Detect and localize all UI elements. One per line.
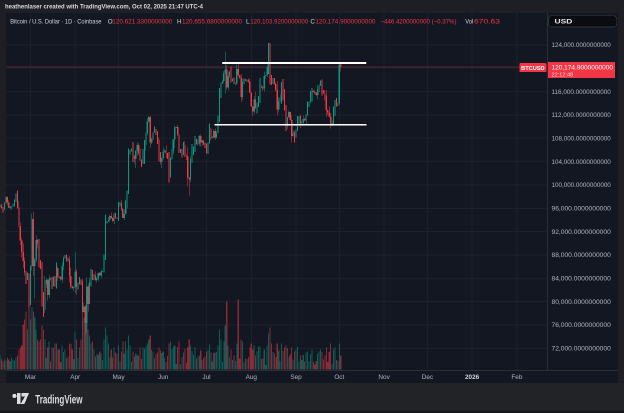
svg-text:Jun: Jun — [158, 374, 169, 381]
svg-text:120,174.9000000000: 120,174.9000000000 — [552, 65, 614, 72]
svg-text:80,000.0000000000: 80,000.0000000000 — [552, 299, 612, 306]
svg-text:116,000.0000000000: 116,000.0000000000 — [552, 89, 612, 96]
svg-text:heathenlaser created with Trad: heathenlaser created with TradingView.co… — [5, 4, 203, 11]
svg-text:104,000.0000000000: 104,000.0000000000 — [552, 159, 612, 166]
svg-text:USD: USD — [555, 19, 573, 26]
svg-text:O: O — [108, 19, 113, 26]
svg-text:−446.4200000000 (−0.37%): −446.4200000000 (−0.37%) — [381, 19, 457, 26]
svg-text:76,000.0000000000: 76,000.0000000000 — [552, 322, 612, 329]
svg-text:C: C — [310, 19, 315, 26]
svg-text:120,103.9200000000: 120,103.9200000000 — [250, 19, 308, 26]
svg-text:124,000.0000000000: 124,000.0000000000 — [552, 42, 612, 49]
svg-text:670.63: 670.63 — [474, 19, 501, 26]
svg-text:Vol: Vol — [465, 19, 473, 26]
svg-text:TradingView: TradingView — [35, 392, 83, 406]
svg-text:72,000.0000000000: 72,000.0000000000 — [552, 346, 612, 353]
svg-text:2026: 2026 — [465, 374, 480, 381]
svg-text:96,000.0000000000: 96,000.0000000000 — [552, 206, 612, 213]
svg-text:Dec: Dec — [422, 374, 434, 381]
svg-text:Bitcoin / U.S. Dollar · 1D · C: Bitcoin / U.S. Dollar · 1D · Coinbase — [10, 19, 102, 26]
svg-text:112,000.0000000000: 112,000.0000000000 — [552, 112, 612, 119]
svg-text:BTCUSD: BTCUSD — [521, 66, 544, 72]
svg-text:Feb: Feb — [511, 374, 522, 381]
svg-text:22:12:48: 22:12:48 — [552, 72, 574, 78]
svg-text:92,000.0000000000: 92,000.0000000000 — [552, 229, 612, 236]
svg-text:H: H — [177, 19, 182, 26]
svg-text:88,000.0000000000: 88,000.0000000000 — [552, 252, 612, 259]
svg-text:Apr: Apr — [70, 374, 81, 381]
svg-text:Aug: Aug — [246, 374, 258, 381]
svg-text:L: L — [246, 19, 250, 26]
svg-text:108,000.0000000000: 108,000.0000000000 — [552, 136, 612, 143]
svg-text:Sep: Sep — [290, 374, 302, 381]
svg-text:Nov: Nov — [378, 374, 390, 381]
svg-text:120,621.3300000000: 120,621.3300000000 — [112, 19, 172, 26]
svg-text:120,655.6800000000: 120,655.6800000000 — [182, 19, 242, 26]
svg-text:120,174.9000000000: 120,174.9000000000 — [315, 19, 375, 26]
svg-text:84,000.0000000000: 84,000.0000000000 — [552, 276, 612, 283]
svg-text:Jul: Jul — [202, 374, 210, 381]
svg-text:100,000.0000000000: 100,000.0000000000 — [552, 182, 612, 189]
svg-text:Oct: Oct — [334, 374, 344, 381]
svg-text:Mar: Mar — [25, 374, 37, 381]
svg-text:May: May — [112, 374, 125, 381]
